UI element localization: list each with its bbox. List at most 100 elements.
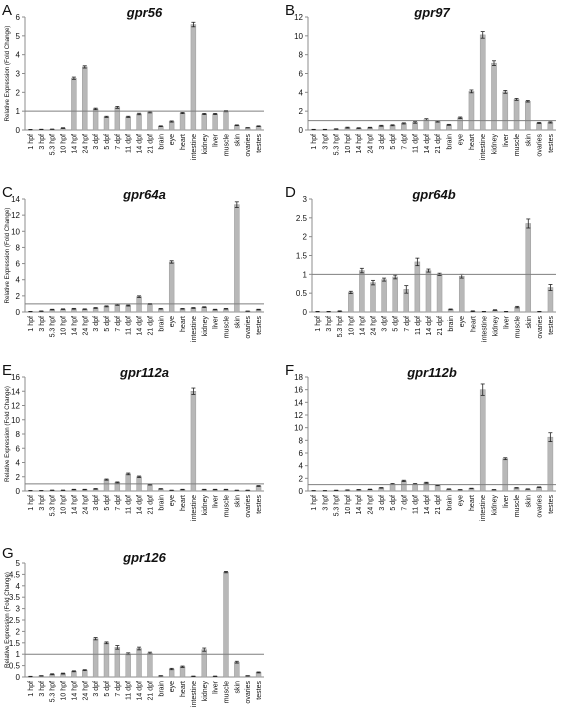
x-tick-label: liver [213, 133, 220, 147]
bar-21-dpf [436, 274, 443, 313]
y-axis-label: Relative Expression (Fold Change) [4, 26, 11, 122]
x-tick-label: kidney [492, 134, 499, 155]
x-tick-label: 10 hpf [345, 495, 352, 515]
y-tick-label: 2 [16, 473, 21, 482]
x-tick-label: 5.3 hpf [50, 495, 57, 516]
x-tick-label: 3 dpf [382, 316, 389, 332]
x-tick-label: 3 dpf [93, 134, 100, 150]
x-tick-label: 21 dpf [147, 681, 154, 701]
y-tick-label: 10 [11, 227, 20, 236]
x-tick-label: 7 dpf [404, 316, 411, 332]
bar-kidney [201, 113, 207, 131]
panel-label: F [285, 362, 294, 379]
y-tick-label: 8 [299, 51, 304, 60]
bar-14-dpf [425, 270, 432, 313]
x-tick-label: 14 hpf [71, 495, 78, 515]
y-tick-label: 6 [16, 13, 21, 22]
x-tick-label: eye [458, 134, 465, 145]
y-tick-label: 4 [16, 276, 21, 285]
y-tick-label: 1.5 [296, 252, 308, 261]
x-tick-label: kidney [202, 681, 209, 702]
x-tick-label: testes [256, 316, 263, 335]
x-tick-label: 5.3 hpf [50, 681, 57, 702]
bar-liver [502, 458, 509, 492]
x-tick-label: muscle [515, 316, 522, 338]
y-tick-label: 3 [16, 70, 21, 79]
x-tick-label: 3 dpf [379, 134, 386, 150]
x-tick-label: 3 hpf [39, 681, 46, 697]
bar-21-dpf [147, 111, 153, 131]
x-tick-label: 14 dpf [424, 134, 431, 154]
y-tick-label: 4.5 [9, 570, 21, 579]
y-tick-label: 3.5 [9, 593, 21, 602]
panel-label: G [2, 545, 14, 562]
bar-11-dpf [125, 473, 131, 492]
bar-7-dpf [114, 647, 121, 678]
x-tick-label: 10 hpf [61, 681, 68, 701]
x-tick-label: brain [446, 495, 453, 511]
y-tick-label: 2 [299, 474, 304, 483]
x-tick-label: kidney [202, 495, 209, 516]
x-tick-label: kidney [493, 316, 500, 337]
x-tick-label: 10 hpf [61, 316, 68, 336]
x-tick-label: muscle [223, 316, 230, 338]
y-tick-label: 4 [299, 462, 304, 471]
x-tick-label: 1 hpf [28, 316, 35, 332]
chart-title: gpr64b [411, 187, 455, 202]
bar-11-dpf [125, 116, 131, 131]
bar-heart [179, 666, 186, 678]
y-tick-label: 1.5 [9, 639, 21, 648]
bar-21-dpf [147, 484, 153, 492]
bar-5-dpf [103, 116, 110, 131]
bar-testes [547, 436, 554, 492]
y-tick-label: 14 [294, 398, 303, 407]
y-tick-label: 2 [303, 233, 308, 242]
x-tick-label: 5.3 hpf [334, 495, 341, 516]
x-tick-label: ovaries [245, 316, 252, 339]
y-tick-label: 2 [16, 627, 21, 636]
x-tick-label: muscle [223, 681, 230, 703]
x-tick-label: 11 dpf [413, 134, 420, 153]
x-tick-label: 14 dpf [137, 316, 144, 336]
x-tick-label: 24 hpf [82, 495, 89, 515]
panel-label: A [2, 2, 12, 19]
panel-label: B [285, 2, 295, 19]
x-tick-label: brain [448, 316, 455, 332]
x-tick-label: 1 hpf [315, 316, 322, 332]
bar-24-hpf [82, 669, 88, 678]
x-tick-label: 1 hpf [28, 134, 35, 150]
x-tick-label: 24 hpf [368, 495, 375, 515]
x-tick-label: muscle [223, 495, 230, 517]
bar-eye [168, 121, 175, 131]
bar-muscle [223, 110, 229, 131]
bar-kidney [491, 62, 497, 131]
bar-5-dpf [103, 479, 110, 492]
x-tick-label: 11 dpf [126, 495, 133, 514]
bar-10-hpf [348, 292, 354, 313]
x-tick-label: heart [469, 134, 476, 150]
x-tick-label: 7 dpf [115, 681, 122, 697]
y-tick-label: 0 [16, 487, 21, 496]
bar-14-dpf [423, 482, 430, 492]
x-tick-label: liver [213, 494, 220, 508]
y-tick-label: 14 [11, 195, 20, 204]
y-tick-label: 4 [16, 459, 21, 468]
x-tick-label: ovaries [245, 495, 252, 518]
bar-intestine [479, 389, 486, 492]
x-tick-label: 5 dpf [390, 134, 397, 150]
y-tick-label: 12 [294, 13, 303, 22]
bar-21-dpf [434, 485, 441, 492]
x-tick-label: 21 dpf [435, 134, 442, 154]
x-tick-label: 5 dpf [104, 681, 111, 697]
x-tick-label: 7 dpf [401, 495, 408, 511]
bar-3-dpf [92, 108, 99, 131]
x-tick-label: kidney [202, 316, 209, 337]
y-tick-label: 12 [11, 402, 20, 411]
bar-7-dpf [401, 123, 407, 131]
bar-14-hpf [359, 270, 365, 313]
x-tick-label: 14 dpf [137, 134, 144, 154]
bar-intestine [479, 34, 486, 131]
